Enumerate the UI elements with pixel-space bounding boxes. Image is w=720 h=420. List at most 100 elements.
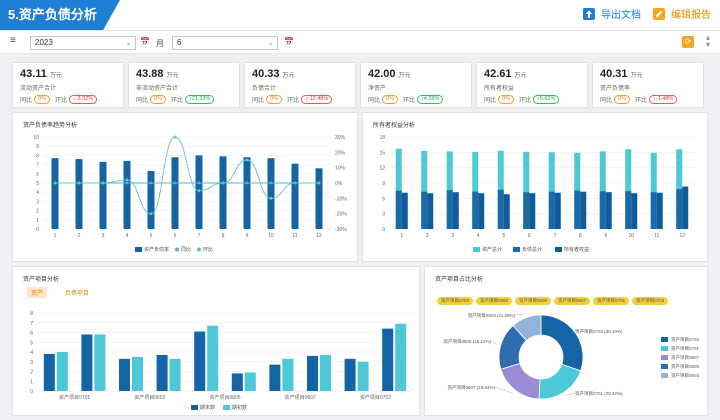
pie-label: 资产项目0701 (20.42%) xyxy=(575,390,623,397)
bar xyxy=(99,161,107,229)
kpi-value: 40.31 万元 xyxy=(600,68,643,80)
bar xyxy=(123,160,131,229)
calendar-icon[interactable]: 📅 xyxy=(284,37,294,46)
yoy-label: 环比 xyxy=(634,98,647,104)
panel-title: 资产项目占比分析 xyxy=(435,277,484,283)
bar-end xyxy=(231,373,243,391)
legend-swatch xyxy=(473,247,480,252)
tab-liabilities[interactable]: 负债项目 xyxy=(65,291,90,297)
y-tick-label: 12 xyxy=(379,166,385,172)
upload-icon xyxy=(583,7,595,20)
y-tick-label: 5 xyxy=(30,340,33,346)
filter-chip[interactable]: 资产项目0703 xyxy=(632,297,669,305)
kpi-number: 42.00 xyxy=(368,68,396,80)
kpi-label: 净资产 xyxy=(368,86,387,92)
bar xyxy=(195,155,203,229)
mom-label: 同比 xyxy=(252,98,265,104)
pie-label: 资产项目0703 (30.34%) xyxy=(575,328,623,335)
filter-bar: ≡ 2023 ⌄ 📅 月 6 ⌄ 📅 ⟳ ▴ ▾ xyxy=(0,30,720,54)
bar-total xyxy=(421,150,428,229)
debt-ratio-trend-panel: 资产负债率趋势分析 0 1 2 3 4 5 6 7 8 9 10 -30% -20% -10% 0% 10% 2… xyxy=(12,112,358,262)
mom-line xyxy=(55,136,319,215)
bar-total xyxy=(472,151,479,229)
legend-label: 期末数 xyxy=(200,404,215,411)
bar-equity xyxy=(478,193,485,229)
expand-icon[interactable]: ▴ ▾ xyxy=(706,33,711,49)
y-tick-label: 9 xyxy=(382,181,385,187)
chevron-down-icon: ⌄ xyxy=(267,38,274,47)
mom-badge: 0% xyxy=(34,95,50,104)
export-button[interactable]: 导出文档 xyxy=(582,6,641,21)
mom-badge: 0% xyxy=(150,95,166,104)
kpi-number: 40.31 xyxy=(600,68,628,80)
mom-badge: 0% xyxy=(382,95,398,104)
month-value: 6 xyxy=(177,38,182,47)
month-select[interactable]: 6 ⌄ xyxy=(172,36,278,50)
yoy-badge: ↑21.33% xyxy=(184,95,215,104)
kpi-label: 负债合计 xyxy=(252,86,277,92)
filter-chip[interactable]: 资产项目0607 xyxy=(554,297,591,305)
bar xyxy=(219,156,227,229)
x-tick-label: 11 xyxy=(292,233,297,239)
panel-title: 资产负债率趋势分析 xyxy=(23,123,78,129)
legend-label: 资产总计 xyxy=(482,246,502,253)
tab-assets[interactable]: 资产 xyxy=(27,287,48,298)
y2-tick-label: -10% xyxy=(335,196,347,202)
y-tick-label: 1 xyxy=(36,218,39,224)
kpi-label: 非流动资产合计 xyxy=(136,86,179,92)
x-tick-label: 12 xyxy=(316,233,322,239)
legend-label: 期初数 xyxy=(232,404,247,411)
legend-label: 所有者权益 xyxy=(564,246,589,253)
filter-chip[interactable]: 资产项目0605 xyxy=(515,297,552,305)
mom-line-point xyxy=(77,181,81,185)
filter-chip[interactable]: 资产项目0703 xyxy=(437,297,474,305)
calendar-icon[interactable]: 📅 xyxy=(140,37,150,46)
bar-liability xyxy=(574,190,581,229)
legend-label: 环比 xyxy=(203,246,213,253)
mom-line-point xyxy=(293,181,297,185)
yoy-line-point xyxy=(245,181,249,185)
x-tick-label: 4 xyxy=(126,233,129,239)
yoy-line-point xyxy=(197,181,201,185)
legend-label: 资产项目0703 xyxy=(671,336,700,343)
x-tick-label: 2 xyxy=(426,233,429,239)
kpi-value: 43.11 万元 xyxy=(20,68,62,80)
x-tick-label: 6 xyxy=(528,233,531,239)
yoy-label: 环比 xyxy=(54,98,67,104)
bar-end xyxy=(43,353,55,391)
legend-label: 资产项目0603 xyxy=(671,372,700,379)
y-tick-label: 6 xyxy=(36,172,39,178)
legend-label: 资产项目0605 xyxy=(671,363,700,370)
asset-share-panel: 资产项目占比分析 资产项目0703 资产项目0603 资产项目0605 资产项目060… xyxy=(424,266,708,416)
legend-swatch xyxy=(661,364,668,369)
legend-swatch xyxy=(135,247,142,252)
bar-liability xyxy=(446,190,453,229)
mom-badge: 0% xyxy=(266,95,282,104)
mom-label: 同比 xyxy=(136,98,149,104)
legend-label: 资产负债率 xyxy=(144,246,169,253)
x-tick-label: 8 xyxy=(579,233,582,239)
y-tick-label: 3 xyxy=(36,199,39,205)
legend-label: 同比 xyxy=(181,246,191,253)
menu-icon[interactable]: ≡ xyxy=(10,35,16,46)
y-tick-label: 1 xyxy=(30,379,33,385)
filter-chip[interactable]: 资产项目0701 xyxy=(593,297,630,305)
edit-report-button[interactable]: 编辑报告 xyxy=(652,6,711,21)
bar-liability xyxy=(497,189,504,229)
yoy-badge: ↓-1.48% xyxy=(648,95,678,104)
x-tick-label: 7 xyxy=(198,233,201,239)
mom-line-point xyxy=(245,158,249,162)
asset-items-chart: 0 1 2 3 4 5 6 7 8 资产项目0701 资产项目0603 资产项目0605 资产项目060… xyxy=(30,311,413,411)
legend-swatch xyxy=(175,247,179,252)
x-tick-label: 1 xyxy=(54,233,57,239)
x-tick-label: 11 xyxy=(654,233,659,239)
filter-chip[interactable]: 资产项目0603 xyxy=(476,297,513,305)
year-select[interactable]: 2023 ⌄ xyxy=(30,36,136,50)
bar-total xyxy=(523,151,530,229)
y2-tick-label: 30% xyxy=(335,135,346,141)
legend-swatch xyxy=(197,247,201,252)
bar-total xyxy=(395,148,402,229)
bar xyxy=(171,157,179,229)
refresh-button[interactable]: ⟳ xyxy=(682,36,694,48)
